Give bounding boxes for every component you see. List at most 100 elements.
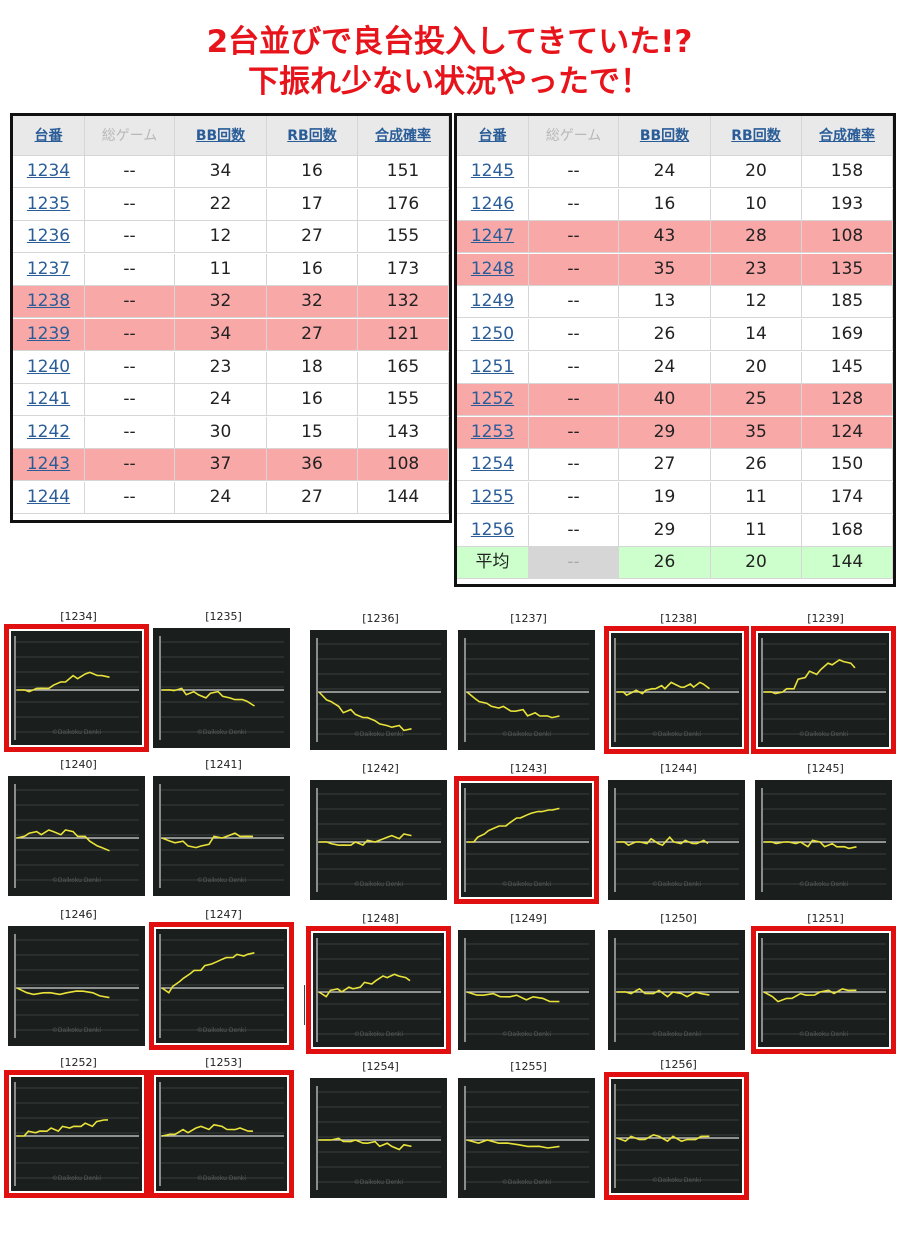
graph-panel[interactable]: [1242] ©Daikoku Denki (310, 762, 451, 904)
cell-rb: 15 (267, 416, 358, 448)
cell-combined: 143 (358, 416, 449, 448)
table-row: 1246 -- 16 10 193 (457, 188, 893, 221)
cell-rb: 27 (267, 482, 358, 513)
machine-number-link[interactable]: 1241 (13, 384, 85, 416)
left-header-rb[interactable]: RB回数 (267, 116, 358, 156)
graph-svg: ©Daikoku Denki (14, 934, 139, 1038)
cell-combined: 158 (802, 156, 893, 187)
graph-panel[interactable]: [1235] ©Daikoku Denki (153, 610, 294, 752)
graph-canvas: ©Daikoku Denki (608, 1076, 745, 1196)
machine-number-link[interactable]: 1249 (457, 286, 529, 318)
graph-watermark: ©Daikoku Denki (197, 1175, 246, 1182)
graph-svg: ©Daikoku Denki (464, 788, 589, 892)
table-row: 1239 -- 34 27 121 (13, 319, 449, 351)
machine-number-link[interactable]: 1255 (457, 482, 529, 513)
machine-number-link[interactable]: 1238 (13, 286, 85, 318)
cell-rb: 16 (267, 253, 358, 285)
cell-combined: 168 (802, 514, 893, 546)
graph-panel[interactable]: [1239] ©Daikoku Denki (751, 612, 896, 754)
graph-canvas: ©Daikoku Denki (153, 926, 290, 1046)
cell-combined: 176 (358, 188, 449, 220)
graph-panel[interactable]: [1252] ©Daikoku Denki (4, 1056, 149, 1198)
machine-number-link[interactable]: 1240 (13, 351, 85, 383)
table-row: 1247 -- 43 28 108 (457, 221, 893, 254)
machine-number-link[interactable]: 1234 (13, 156, 85, 187)
graph-watermark: ©Daikoku Denki (354, 881, 403, 888)
graph-panel[interactable]: [1236] ©Daikoku Denki (310, 612, 451, 754)
machine-number-link[interactable]: 1248 (457, 253, 529, 285)
machine-number-link[interactable]: 1253 (457, 416, 529, 448)
series-line (161, 687, 255, 707)
graph-panel[interactable]: [1240] ©Daikoku Denki (8, 758, 149, 900)
cell-games: -- (85, 188, 175, 220)
graph-panel[interactable]: [1247] ©Daikoku Denki (149, 908, 294, 1050)
graph-panel[interactable]: [1234] ©Daikoku Denki (4, 610, 149, 752)
graph-panel[interactable]: [1241] ©Daikoku Denki (153, 758, 294, 900)
graph-panel[interactable]: [1255] ©Daikoku Denki (458, 1060, 599, 1202)
graph-panel[interactable]: [1250] ©Daikoku Denki (608, 912, 749, 1054)
machine-number-link[interactable]: 1242 (13, 416, 85, 448)
right-header-bb[interactable]: BB回数 (619, 116, 711, 156)
left-header-bb[interactable]: BB回数 (175, 116, 267, 156)
table-row: 1244 -- 24 27 144 (13, 482, 449, 514)
graph-svg: ©Daikoku Denki (614, 1084, 739, 1188)
graph-panel[interactable]: [1246] ©Daikoku Denki (8, 908, 149, 1050)
divider (304, 985, 305, 1025)
machine-number-link[interactable]: 1237 (13, 253, 85, 285)
table-row: 1234 -- 34 16 151 (13, 156, 449, 188)
machine-number-link[interactable]: 1246 (457, 188, 529, 220)
cell-games: -- (85, 156, 175, 187)
right-header-combined[interactable]: 合成確率 (802, 116, 893, 156)
graph-panel[interactable]: [1243] ©Daikoku Denki (454, 762, 599, 904)
graph-svg: ©Daikoku Denki (14, 636, 139, 740)
graph-panel[interactable]: [1245] ©Daikoku Denki (755, 762, 896, 904)
cell-combined: 132 (358, 286, 449, 318)
machine-number-link[interactable]: 1250 (457, 319, 529, 350)
cell-combined: 155 (358, 384, 449, 416)
graph-title: [1238] (660, 612, 697, 625)
graph-title: [1246] (60, 908, 97, 921)
machine-number-link[interactable]: 1247 (457, 221, 529, 253)
graph-panel[interactable]: [1253] ©Daikoku Denki (149, 1056, 294, 1198)
machine-number-link[interactable]: 1256 (457, 514, 529, 546)
graph-canvas: ©Daikoku Denki (8, 1074, 145, 1194)
cell-bb: 11 (175, 253, 267, 285)
graph-panel[interactable]: [1251] ©Daikoku Denki (751, 912, 896, 1054)
table-row: 1241 -- 24 16 155 (13, 384, 449, 417)
left-header-combined[interactable]: 合成確率 (358, 116, 449, 156)
machine-number-link[interactable]: 1254 (457, 449, 529, 481)
cell-games: -- (85, 449, 175, 481)
machine-number-link[interactable]: 1235 (13, 188, 85, 220)
graph-panel[interactable]: [1249] ©Daikoku Denki (458, 912, 599, 1054)
table-row: 1240 -- 23 18 165 (13, 351, 449, 384)
average-rb: 20 (711, 547, 802, 579)
graph-panel[interactable]: [1254] ©Daikoku Denki (310, 1060, 451, 1202)
table-row: 1253 -- 29 35 124 (457, 416, 893, 449)
right-header-rb[interactable]: RB回数 (711, 116, 802, 156)
machine-number-link[interactable]: 1236 (13, 221, 85, 253)
table-row: 1237 -- 11 16 173 (13, 253, 449, 286)
graph-panel[interactable]: [1256] ©Daikoku Denki (604, 1058, 749, 1200)
machine-number-link[interactable]: 1239 (13, 319, 85, 350)
machine-number-link[interactable]: 1245 (457, 156, 529, 187)
graph-panel[interactable]: [1237] ©Daikoku Denki (458, 612, 599, 754)
graph-panel[interactable]: [1238] ©Daikoku Denki (604, 612, 749, 754)
graph-panel[interactable]: [1248] ©Daikoku Denki (306, 912, 451, 1054)
machine-number-link[interactable]: 1243 (13, 449, 85, 481)
graph-panel[interactable]: [1244] ©Daikoku Denki (608, 762, 749, 904)
right-header-machine[interactable]: 台番 (457, 116, 529, 156)
cell-rb: 20 (711, 351, 802, 383)
cell-bb: 29 (619, 416, 711, 448)
left-header-machine[interactable]: 台番 (13, 116, 85, 156)
graph-watermark: ©Daikoku Denki (197, 1027, 246, 1034)
machine-number-link[interactable]: 1252 (457, 384, 529, 416)
cell-rb: 12 (711, 286, 802, 318)
cell-bb: 30 (175, 416, 267, 448)
machine-number-link[interactable]: 1244 (13, 482, 85, 513)
cell-combined: 108 (358, 449, 449, 481)
series-line (616, 987, 710, 998)
machine-number-link[interactable]: 1251 (457, 351, 529, 383)
left-header-row: 台番 総ゲーム BB回数 RB回数 合成確率 (13, 116, 449, 156)
cell-games: -- (529, 384, 619, 416)
cell-games: -- (85, 286, 175, 318)
